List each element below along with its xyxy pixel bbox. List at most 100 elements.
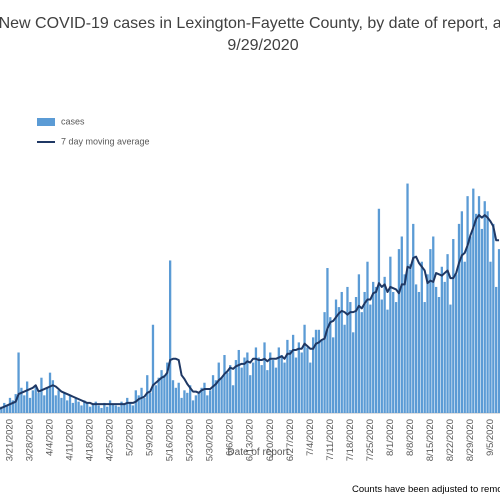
chart-title: 9/29/2020 (227, 37, 298, 54)
bar (320, 339, 323, 413)
bar (186, 392, 189, 413)
bar (163, 375, 166, 413)
bar (66, 400, 69, 413)
bar (131, 405, 135, 413)
bar (311, 337, 315, 413)
bar (492, 223, 495, 413)
x-tick-label: 9/5/2020 (485, 419, 496, 456)
x-tick-label: 5/16/2020 (165, 419, 176, 461)
bar (74, 397, 77, 413)
bar (3, 402, 6, 413)
bar (51, 380, 55, 413)
bar (68, 395, 72, 413)
legend-swatch (37, 118, 55, 126)
bar (495, 286, 498, 413)
bar (283, 362, 286, 413)
bar (206, 395, 209, 413)
bar (243, 357, 246, 413)
bar (43, 395, 46, 413)
bar (197, 392, 200, 413)
bar (357, 274, 361, 413)
bar (480, 228, 484, 413)
bar (0, 406, 3, 413)
bar (137, 395, 140, 413)
bar (269, 352, 272, 413)
bar (469, 236, 472, 413)
moving-average-line (0, 214, 500, 410)
bar (183, 390, 186, 413)
bar (457, 223, 461, 413)
x-tick-label: 3/21/2020 (4, 419, 15, 461)
bar (214, 380, 218, 413)
x-tick-label: 7/4/2020 (305, 419, 316, 456)
bar (203, 382, 206, 413)
bar (254, 347, 258, 413)
bar (452, 239, 455, 413)
bar (200, 387, 203, 413)
bar (17, 352, 20, 413)
x-tick-label: 7/18/2020 (345, 419, 356, 461)
bar (154, 385, 157, 413)
bar (157, 377, 160, 413)
x-tick-label: 8/22/2020 (445, 419, 456, 461)
bar (80, 405, 83, 413)
bar (251, 362, 255, 413)
bar (280, 355, 283, 413)
bar (246, 352, 249, 413)
bar (354, 297, 358, 413)
bar (174, 387, 178, 413)
bar (126, 397, 129, 413)
bar (463, 261, 466, 413)
x-tick-label: 5/9/2020 (145, 419, 156, 456)
bar (486, 211, 489, 413)
x-tick-label: 6/27/2020 (285, 419, 296, 461)
bar (414, 284, 418, 413)
bar (48, 372, 52, 413)
bar (383, 276, 386, 413)
x-tick-label: 6/20/2020 (265, 419, 276, 461)
bar (412, 223, 415, 413)
bar (423, 302, 426, 413)
bar (249, 375, 252, 413)
bar (277, 347, 280, 413)
bar (434, 286, 438, 413)
bar (317, 329, 321, 413)
x-tick-label: 8/1/2020 (385, 419, 396, 456)
x-tick-label: 5/30/2020 (205, 419, 216, 461)
bar (189, 385, 192, 413)
bar (374, 286, 378, 413)
bar (86, 402, 89, 413)
bar (240, 367, 243, 413)
bar (40, 377, 43, 413)
bar (432, 236, 435, 413)
bar (100, 407, 103, 413)
bar (440, 266, 443, 413)
bar (454, 274, 458, 413)
bar (54, 395, 57, 413)
bar (194, 395, 198, 413)
bar (352, 332, 355, 413)
bar (37, 392, 40, 413)
bar (143, 397, 146, 413)
bar (323, 312, 326, 413)
bar (123, 404, 126, 413)
bar (25, 381, 29, 413)
bar (117, 406, 120, 413)
bar (294, 357, 298, 413)
bar (300, 352, 303, 413)
bar (343, 324, 346, 413)
bar (483, 201, 486, 413)
bar (291, 334, 295, 413)
x-axis-title: Date of report (227, 447, 288, 458)
bar (329, 317, 332, 413)
x-tick-label: 6/6/2020 (225, 419, 236, 456)
bar (332, 337, 335, 413)
x-tick-label: 7/25/2020 (365, 419, 376, 461)
bar (286, 339, 289, 413)
bar (160, 370, 163, 413)
bar (349, 302, 352, 413)
bar (417, 291, 421, 413)
bar (406, 183, 409, 413)
bar (472, 188, 475, 413)
bar (57, 390, 60, 413)
